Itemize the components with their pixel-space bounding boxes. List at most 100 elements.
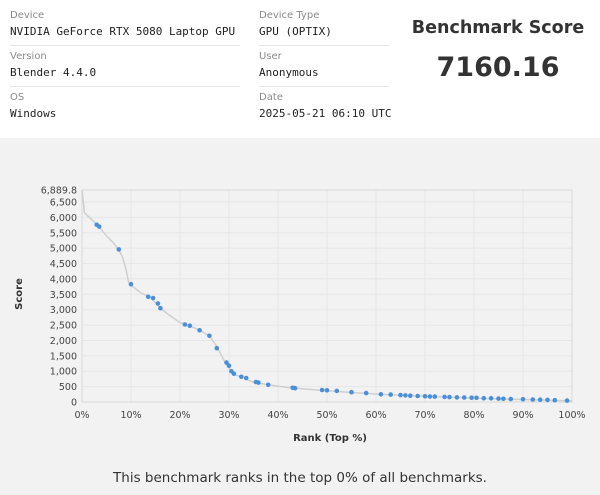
score-distribution-chart: 0% 10% 20% 30% 40% 50% 60% 70% 80% 90% 100% 0 500 1,0… [14, 186, 586, 445]
divider [259, 45, 389, 46]
benchmark-point[interactable] [150, 295, 156, 301]
benchmark-point[interactable] [155, 301, 161, 306]
device-value: NVIDIA GeForce RTX 5080 Laptop GPU [10, 25, 236, 38]
device-type-label: Device Type [259, 10, 320, 21]
date-label: Date [259, 92, 283, 103]
y-tick-label: 500 [59, 382, 77, 393]
score-title: Benchmark Score [411, 18, 585, 38]
date-field: Date 2025-05-21 06:10 UTC [259, 92, 489, 121]
benchmark-point[interactable] [408, 393, 413, 398]
os-field: OS Windows [10, 92, 240, 121]
benchmark-point[interactable] [256, 380, 261, 385]
benchmark-point[interactable] [442, 394, 447, 400]
benchmark-point[interactable] [403, 393, 408, 398]
y-tick-label: 5,500 [50, 228, 77, 239]
benchmark-point[interactable] [182, 322, 188, 327]
benchmark-point[interactable] [432, 394, 438, 399]
x-tick-label: 10% [120, 410, 141, 421]
benchmark-point[interactable] [265, 382, 271, 388]
benchmark-points [94, 222, 570, 403]
benchmark-point[interactable] [447, 394, 452, 400]
benchmark-point[interactable] [319, 387, 325, 393]
benchmark-point[interactable] [422, 394, 428, 399]
y-tick-label: 6,500 [50, 197, 77, 208]
device-label: Device [10, 10, 45, 21]
benchmark-point[interactable] [207, 333, 212, 339]
user-field: User Anonymous [259, 51, 489, 80]
y-tick-label: 6,889.8 [41, 186, 77, 197]
benchmark-point[interactable] [488, 396, 494, 401]
y-tick-label: 2,000 [50, 336, 77, 347]
user-value: Anonymous [259, 66, 319, 79]
benchmark-point[interactable] [469, 395, 474, 400]
benchmark-point[interactable] [158, 305, 163, 311]
benchmark-point[interactable] [552, 397, 558, 403]
x-tick-label: 40% [267, 410, 288, 421]
benchmark-point[interactable] [214, 345, 220, 351]
benchmark-point[interactable] [427, 394, 433, 399]
benchmark-point[interactable] [398, 392, 403, 398]
x-tick-label: 60% [365, 410, 386, 421]
benchmark-point[interactable] [415, 393, 421, 399]
device-type-field: Device Type GPU (OPTIX) [259, 10, 489, 39]
benchmark-point[interactable] [481, 395, 487, 401]
benchmark-point[interactable] [378, 392, 384, 397]
device-type-value: GPU (OPTIX) [259, 25, 332, 38]
divider [10, 86, 240, 87]
benchmark-point[interactable] [334, 388, 340, 394]
benchmark-point[interactable] [292, 385, 298, 391]
benchmark-point[interactable] [145, 294, 151, 300]
axes: 0% 10% 20% 30% 40% 50% 60% 70% 80% 90% 100% 0 500 1,0… [41, 186, 586, 422]
x-tick-label: 0% [74, 410, 89, 421]
benchmark-point[interactable] [508, 396, 514, 402]
y-axis-title: Score [14, 278, 25, 310]
info-panel: Device NVIDIA GeForce RTX 5080 Laptop GP… [0, 0, 600, 138]
rank-caption: This benchmark ranks in the top 0% of al… [113, 470, 487, 486]
benchmark-point[interactable] [96, 224, 102, 229]
benchmark-point[interactable] [520, 396, 526, 402]
os-label: OS [10, 92, 25, 103]
benchmark-point[interactable] [128, 281, 134, 287]
y-tick-label: 5,000 [50, 244, 77, 255]
benchmark-point[interactable] [363, 390, 369, 396]
benchmark-point[interactable] [388, 392, 394, 397]
x-tick-label: 100% [558, 410, 585, 421]
benchmark-point[interactable] [564, 398, 570, 403]
y-tick-label: 1,000 [50, 367, 77, 378]
benchmark-point[interactable] [530, 397, 536, 402]
y-tick-label: 4,500 [50, 259, 77, 270]
benchmark-point[interactable] [545, 397, 550, 403]
divider [10, 45, 240, 46]
benchmark-point[interactable] [501, 396, 506, 402]
os-value: Windows [10, 107, 57, 120]
benchmark-point[interactable] [116, 247, 122, 252]
score-value: 7160.16 [436, 52, 560, 83]
benchmark-point[interactable] [187, 323, 193, 328]
benchmark-point[interactable] [537, 397, 543, 402]
benchmark-point[interactable] [324, 388, 330, 393]
benchmark-point[interactable] [239, 374, 244, 380]
y-tick-label: 6,000 [50, 213, 77, 224]
divider [259, 86, 389, 87]
x-tick-label: 20% [169, 410, 190, 421]
benchmark-point[interactable] [226, 363, 232, 368]
y-tick-label: 3,000 [50, 305, 77, 316]
benchmark-point[interactable] [461, 395, 467, 400]
benchmark-point[interactable] [474, 395, 479, 401]
benchmark-point[interactable] [349, 389, 354, 395]
user-label: User [259, 51, 282, 62]
x-tick-label: 30% [218, 410, 239, 421]
version-value: Blender 4.4.0 [10, 66, 97, 79]
benchmark-point[interactable] [224, 360, 229, 365]
x-tick-label: 50% [316, 410, 337, 421]
benchmark-point[interactable] [454, 395, 460, 400]
benchmark-point[interactable] [197, 328, 202, 333]
x-axis-title: Rank (Top %) [293, 433, 367, 444]
y-tick-label: 3,500 [50, 290, 77, 301]
benchmark-point[interactable] [231, 371, 237, 376]
benchmark-point[interactable] [496, 396, 501, 401]
date-value: 2025-05-21 06:10 UTC [259, 107, 392, 120]
y-tick-label: 2,500 [50, 321, 77, 332]
benchmark-point[interactable] [243, 375, 249, 381]
grid [81, 189, 573, 403]
